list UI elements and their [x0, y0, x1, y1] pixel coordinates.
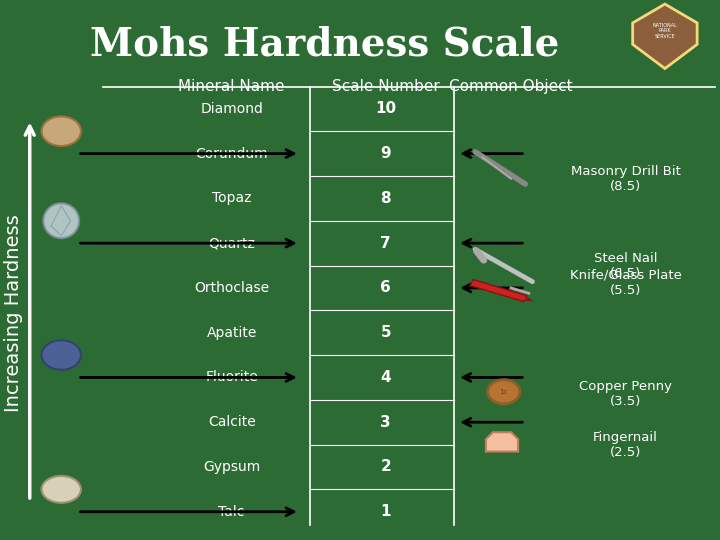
- Text: 3: 3: [380, 415, 391, 430]
- Text: Apatite: Apatite: [207, 326, 257, 340]
- Text: Increasing Hardness: Increasing Hardness: [4, 214, 23, 412]
- Text: Steel Nail
(6.5): Steel Nail (6.5): [594, 252, 657, 280]
- Ellipse shape: [42, 340, 81, 370]
- Ellipse shape: [43, 203, 79, 238]
- Text: 4: 4: [380, 370, 391, 385]
- Ellipse shape: [487, 380, 520, 404]
- Text: NATIONAL
PARK
SERVICE: NATIONAL PARK SERVICE: [652, 23, 678, 39]
- Polygon shape: [633, 4, 697, 69]
- Text: Common Object: Common Object: [449, 79, 572, 94]
- Text: Copper Penny
(3.5): Copper Penny (3.5): [579, 381, 672, 408]
- Text: 1: 1: [380, 504, 391, 519]
- Text: Talc: Talc: [218, 505, 245, 519]
- Text: 8: 8: [380, 191, 391, 206]
- Text: Orthoclase: Orthoclase: [194, 281, 269, 295]
- Text: Diamond: Diamond: [200, 102, 263, 116]
- Polygon shape: [486, 432, 518, 451]
- Text: Gypsum: Gypsum: [203, 460, 261, 474]
- Text: Corundum: Corundum: [195, 146, 268, 160]
- Ellipse shape: [42, 476, 81, 503]
- Text: Knife/Glass Plate
(5.5): Knife/Glass Plate (5.5): [570, 268, 681, 296]
- Text: 1c: 1c: [500, 389, 508, 395]
- Text: Mohs Hardness Scale: Mohs Hardness Scale: [90, 25, 559, 64]
- Text: 2: 2: [380, 460, 391, 475]
- Ellipse shape: [42, 117, 81, 146]
- Text: 6: 6: [380, 280, 391, 295]
- Text: Quartz: Quartz: [208, 236, 255, 250]
- Text: Topaz: Topaz: [212, 191, 251, 205]
- Text: 10: 10: [375, 102, 396, 116]
- Text: Masonry Drill Bit
(8.5): Masonry Drill Bit (8.5): [570, 165, 680, 193]
- Text: Scale Number: Scale Number: [332, 79, 439, 94]
- Text: Mineral Name: Mineral Name: [179, 79, 285, 94]
- Text: 7: 7: [380, 235, 391, 251]
- FancyArrow shape: [470, 280, 532, 302]
- Text: 5: 5: [380, 325, 391, 340]
- Text: Fingernail
(2.5): Fingernail (2.5): [593, 430, 658, 458]
- Text: Calcite: Calcite: [208, 415, 256, 429]
- Text: 9: 9: [380, 146, 391, 161]
- Text: Fluorite: Fluorite: [205, 370, 258, 384]
